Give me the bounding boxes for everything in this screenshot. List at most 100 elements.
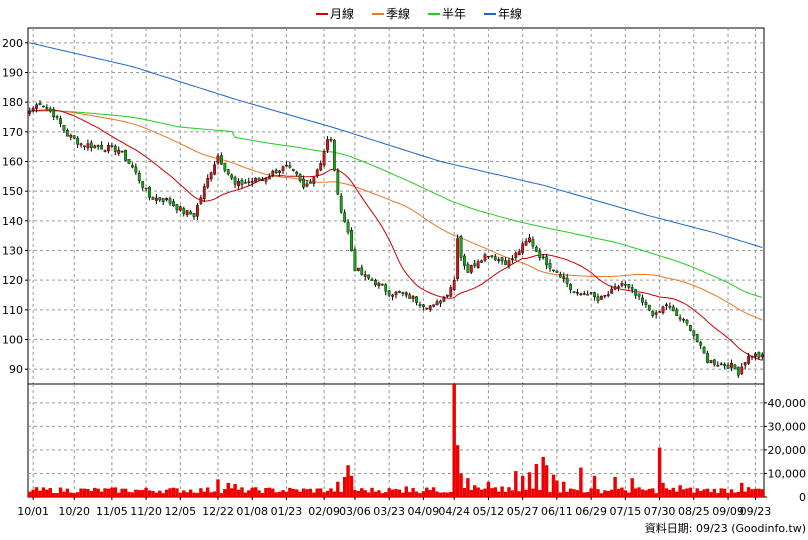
candle-body [172, 201, 175, 206]
candle-body [473, 263, 477, 266]
candle-body [689, 325, 692, 331]
candle-body [555, 270, 559, 273]
candle-body [706, 353, 709, 363]
volume-bar [301, 488, 306, 497]
candle-body [329, 138, 333, 141]
candle-body [572, 291, 576, 293]
candle-body [100, 144, 103, 150]
volume-bar [562, 481, 566, 497]
volume-bar [206, 487, 210, 497]
candle-body [623, 283, 627, 286]
volume-bar [688, 487, 693, 497]
candle-body [733, 364, 737, 370]
candle-body [223, 162, 227, 171]
volume-bar [668, 489, 672, 497]
candle-body [257, 177, 261, 181]
candle-body [165, 198, 169, 201]
volume-bar [93, 487, 97, 497]
candle-body [127, 158, 131, 164]
candle-body [538, 251, 542, 258]
volume-bar [654, 493, 658, 497]
candle-body [93, 145, 97, 149]
candle-body [230, 174, 234, 179]
volume-bar [401, 492, 405, 497]
candle-body [117, 149, 121, 154]
price-tick-label: 190 [2, 67, 23, 80]
volume-bar [394, 488, 398, 497]
candle-body [476, 261, 480, 268]
candle-body [675, 309, 679, 316]
volume-bar [86, 488, 90, 497]
volume-bar [527, 472, 532, 497]
candle-body [418, 304, 422, 306]
candle-body [661, 306, 665, 313]
volume-bar [38, 490, 42, 497]
volume-bar [637, 487, 641, 497]
candle-body [723, 363, 727, 367]
volume-bar [760, 489, 764, 497]
volume-bar [147, 490, 152, 497]
candle-body [35, 104, 38, 109]
price-tick-label: 200 [2, 37, 23, 50]
volume-bar [671, 487, 675, 497]
candle-body [226, 169, 230, 175]
volume-bar [158, 490, 162, 497]
candle-body [199, 197, 203, 204]
candle-body [627, 284, 631, 288]
volume-bar [257, 490, 261, 497]
price-panel: 90 100 110 120 130 140 150 160 170 180 190 200 [2, 27, 765, 385]
volume-bar [613, 476, 617, 497]
volume-bar [541, 456, 545, 497]
candle-body [59, 118, 62, 125]
candle-body [428, 305, 432, 310]
volume-bar [431, 487, 436, 497]
candle-body [432, 304, 436, 307]
volume-bar [455, 445, 460, 497]
candle-body [637, 293, 641, 297]
volume-bar [99, 491, 104, 497]
candle-body [206, 178, 210, 188]
price-tick-label: 180 [2, 96, 23, 109]
candle-body [312, 177, 316, 184]
candle-body [302, 178, 305, 188]
volume-bar [212, 491, 217, 497]
candle-body [336, 171, 340, 195]
candle-body [569, 284, 572, 291]
volume-bar [651, 488, 655, 497]
candle-body [497, 259, 501, 262]
volume-bar [48, 488, 52, 497]
candle-body [356, 267, 360, 271]
candle-body [154, 197, 158, 201]
x-tick-label: 04/09 [408, 505, 440, 518]
volume-bar [168, 488, 172, 497]
volume-bar [277, 491, 282, 497]
volume-bar [425, 487, 429, 497]
candle-body [531, 239, 535, 247]
volume-bar [740, 482, 744, 497]
volume-bar [110, 487, 114, 497]
volume-bar [568, 488, 573, 497]
volume-bar [137, 489, 141, 497]
x-tick-label: 11/05 [96, 505, 128, 518]
candle-body [131, 165, 134, 168]
volume-bar [253, 487, 258, 497]
legend-item-label: 半年 [442, 7, 466, 21]
candle-body [377, 282, 381, 286]
candle-body [726, 364, 730, 369]
x-tick-label: 11/20 [130, 505, 162, 518]
candle-body [89, 142, 93, 148]
candle-body [504, 260, 507, 265]
volume-bar [65, 488, 70, 497]
volume-bar [531, 488, 535, 497]
volume-bar [585, 492, 590, 497]
candle-body [326, 139, 329, 151]
candle-body [298, 174, 302, 181]
volume-bar [120, 488, 124, 497]
candle-body [541, 256, 545, 259]
volume-bar [295, 489, 299, 497]
volume-bar [695, 488, 699, 497]
candle-body [363, 274, 367, 277]
volume-bar [387, 488, 391, 497]
x-tick-label: 12/22 [202, 505, 234, 518]
volume-bar [209, 492, 213, 497]
